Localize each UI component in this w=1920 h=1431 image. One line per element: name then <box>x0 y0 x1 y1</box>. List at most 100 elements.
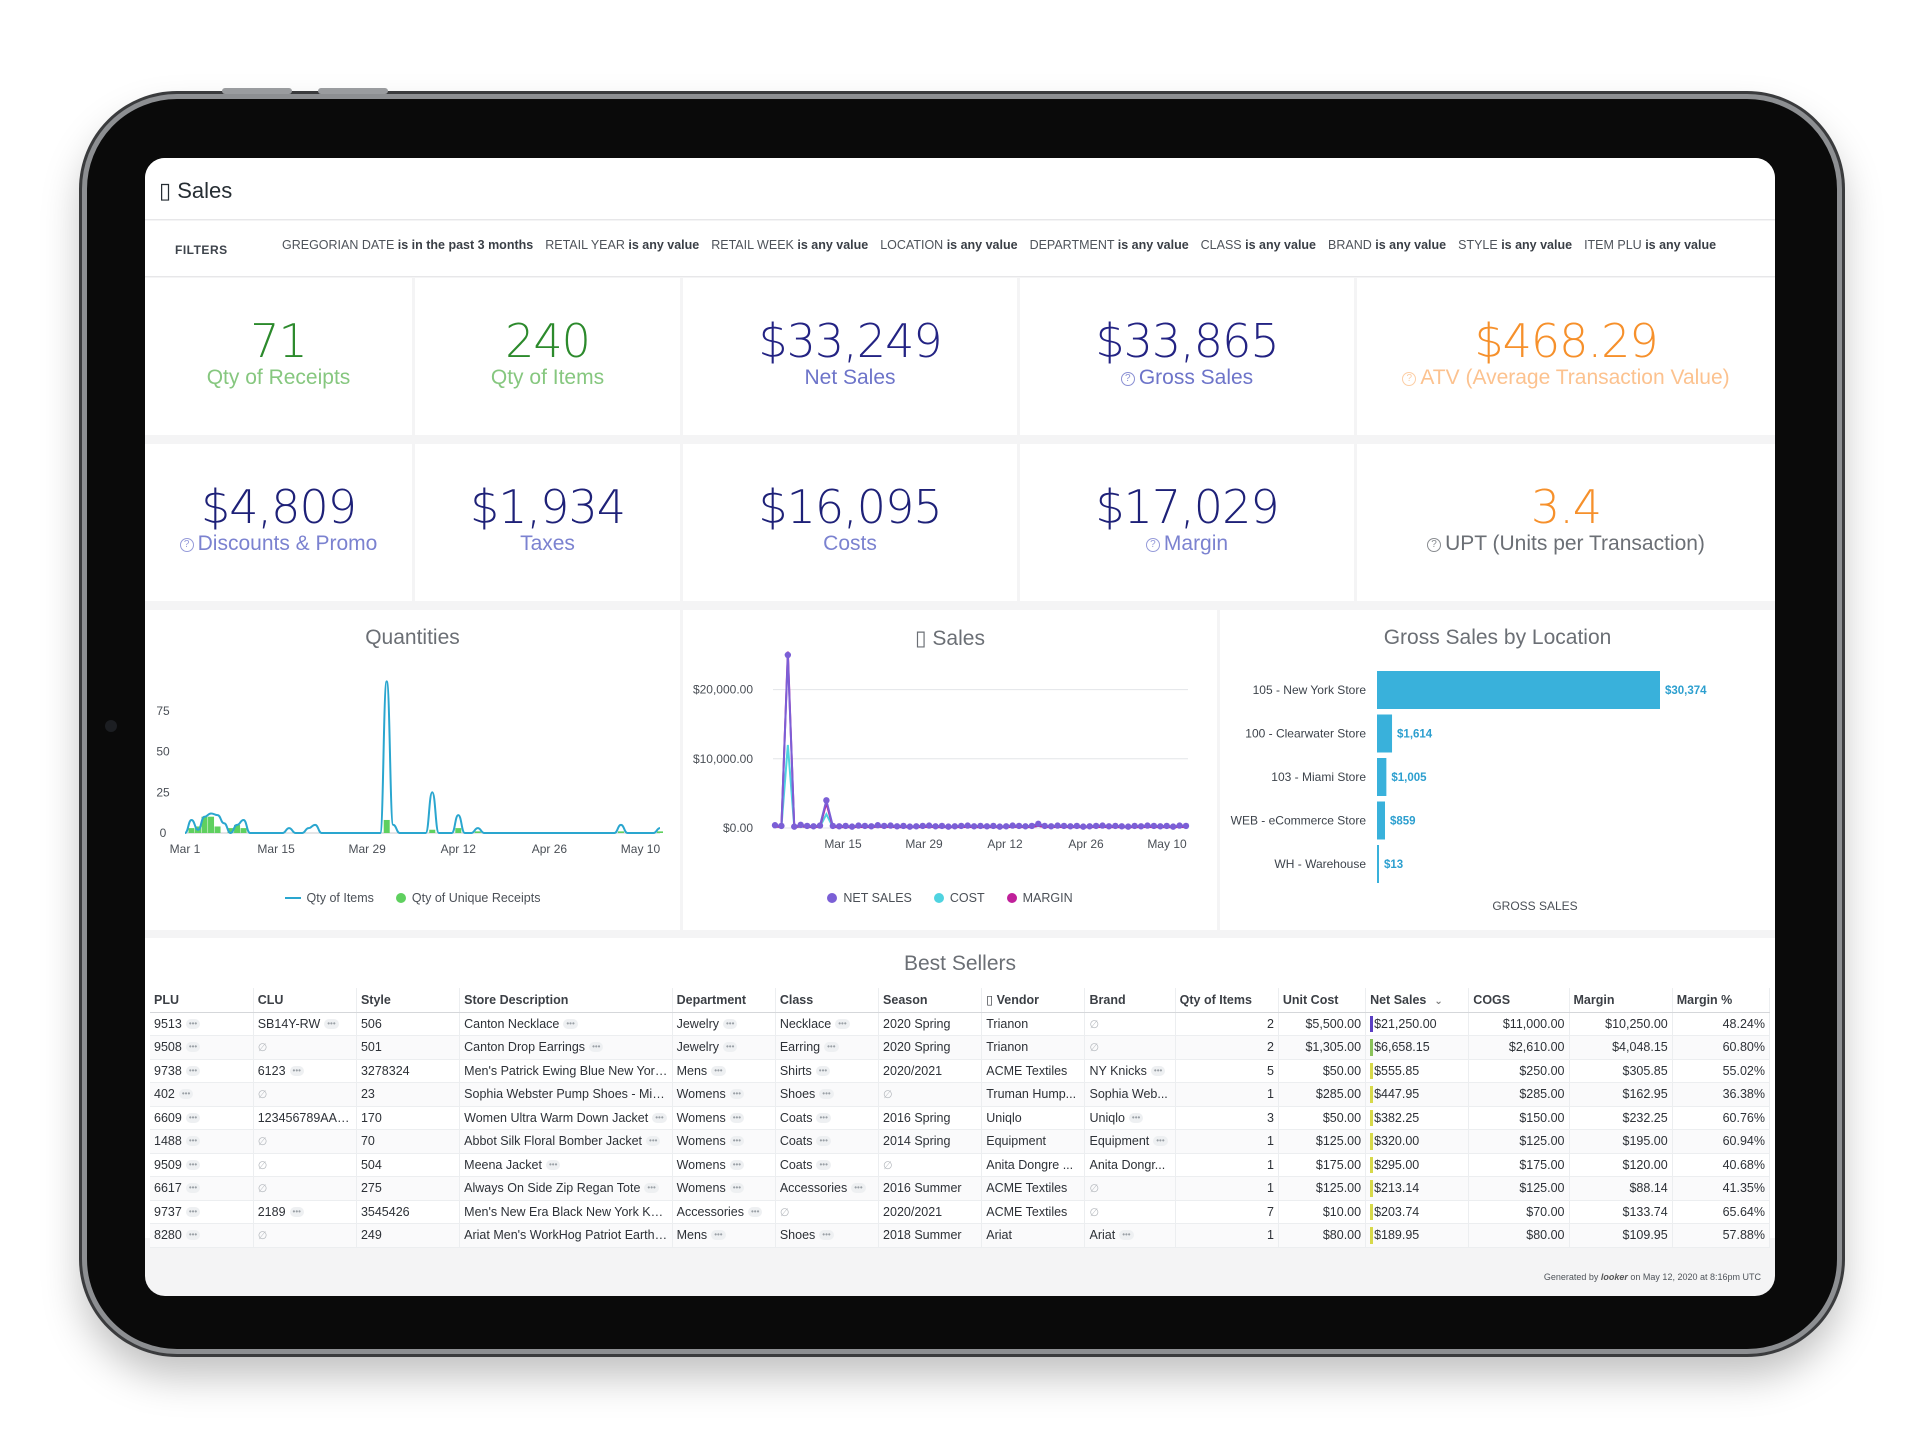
table-cell[interactable]: Sophia Webster Pump Shoes - Mix...••• <box>459 1082 673 1107</box>
table-cell[interactable]: 3278324 <box>356 1059 461 1083</box>
table-cell[interactable]: Earring ••• <box>775 1035 880 1060</box>
more-dots-icon[interactable]: ••• <box>835 1018 850 1029</box>
table-cell[interactable]: 2016 Summer <box>878 1176 983 1201</box>
table-cell[interactable]: 2020 Spring <box>878 1035 983 1060</box>
more-dots-icon[interactable]: ••• <box>1150 1065 1166 1076</box>
more-dots-icon[interactable]: ••• <box>185 1230 201 1241</box>
more-dots-icon[interactable]: ••• <box>729 1112 745 1123</box>
table-cell[interactable]: 1 <box>1175 1153 1279 1177</box>
table-cell[interactable]: ∅ <box>878 1153 983 1177</box>
table-cell[interactable]: 60.94% <box>1672 1129 1771 1154</box>
table-cell[interactable]: $295.00 <box>1365 1153 1470 1177</box>
table-cell[interactable]: $555.85 <box>1365 1059 1470 1083</box>
table-cell[interactable]: $5,500.00 <box>1278 1012 1367 1036</box>
table-cell[interactable]: 1488 ••• <box>150 1129 254 1154</box>
more-dots-icon[interactable]: ••• <box>289 1206 304 1217</box>
table-cell[interactable]: $125.00 <box>1468 1129 1570 1154</box>
table-cell[interactable]: 5 <box>1175 1059 1279 1083</box>
table-cell[interactable]: Canton Necklace ••• <box>459 1012 673 1036</box>
table-cell[interactable]: $10,250.00 <box>1569 1012 1673 1036</box>
table-cell[interactable]: Womens ••• <box>672 1129 776 1154</box>
table-row[interactable]: 9509 ••• ∅ 504 Meena Jacket ••• Womens ••• Coats… <box>150 1153 1771 1177</box>
table-cell[interactable]: Coats ••• <box>775 1106 880 1130</box>
column-header[interactable]: Season <box>878 988 983 1013</box>
more-dots-icon[interactable]: ••• <box>185 1159 201 1170</box>
table-cell[interactable]: ∅ <box>1084 1035 1176 1060</box>
more-dots-icon[interactable]: ••• <box>563 1018 578 1029</box>
table-row[interactable]: 402 ••• ∅ 23 Sophia Webster Pump Shoes - Mix… <box>150 1082 1771 1107</box>
table-cell[interactable]: 2 <box>1175 1035 1279 1060</box>
more-dots-icon[interactable]: ••• <box>652 1112 667 1123</box>
table-cell[interactable]: Ariat <box>981 1223 1086 1248</box>
table-cell[interactable]: SB14Y-RW ••• <box>253 1012 357 1036</box>
help-circle-icon[interactable]: ? <box>179 538 194 552</box>
more-dots-icon[interactable]: ••• <box>185 1183 201 1194</box>
table-cell[interactable]: $109.95 <box>1569 1223 1673 1248</box>
table-cell[interactable]: 1 <box>1175 1223 1279 1248</box>
more-dots-icon[interactable]: ••• <box>185 1042 201 1053</box>
table-cell[interactable]: 6123 ••• <box>253 1059 357 1083</box>
filter-chip[interactable]: CLASS is any value <box>1201 238 1316 252</box>
table-cell[interactable]: 60.80% <box>1672 1035 1771 1060</box>
table-cell[interactable]: Women Ultra Warm Down Jacket ••• <box>459 1106 673 1130</box>
table-cell[interactable]: 501 <box>356 1035 461 1060</box>
table-cell[interactable]: Mens ••• <box>672 1059 776 1083</box>
kpi-items[interactable]: 240 Qty of Items <box>415 278 680 435</box>
table-cell[interactable]: $447.95 <box>1365 1082 1470 1107</box>
table-cell[interactable]: $189.95 <box>1365 1223 1470 1248</box>
table-cell[interactable]: Ariat Men's WorkHog Patriot Earth...••• <box>459 1223 673 1248</box>
help-circle-icon[interactable]: ? <box>1120 372 1135 386</box>
table-cell[interactable]: $88.14 <box>1569 1176 1673 1201</box>
table-cell[interactable]: $195.00 <box>1569 1129 1673 1154</box>
column-header[interactable]: Brand <box>1084 988 1176 1013</box>
help-circle-icon[interactable]: ? <box>1427 538 1442 552</box>
table-cell[interactable]: 9738 ••• <box>150 1059 254 1083</box>
filter-chip[interactable]: RETAIL YEAR is any value <box>545 238 699 252</box>
table-cell[interactable]: Womens ••• <box>672 1106 776 1130</box>
table-cell[interactable]: 57.88% <box>1672 1223 1771 1248</box>
table-cell[interactable]: Coats ••• <box>775 1153 880 1177</box>
table-cell[interactable]: Jewelry ••• <box>672 1012 776 1036</box>
table-cell[interactable]: 65.64% <box>1672 1200 1771 1224</box>
table-cell[interactable]: $80.00 <box>1468 1223 1570 1248</box>
table-cell[interactable]: ∅ <box>253 1153 357 1177</box>
kpi-gross-sales[interactable]: $33,865 ? Gross Sales <box>1020 278 1354 435</box>
table-cell[interactable]: Shoes ••• <box>775 1082 880 1107</box>
filter-chip[interactable]: GREGORIAN DATE is in the past 3 months <box>282 238 533 252</box>
legend-item-margin[interactable]: MARGIN <box>1006 891 1073 905</box>
table-cell[interactable]: ∅ <box>253 1082 357 1107</box>
table-cell[interactable]: 2189 ••• <box>253 1200 357 1224</box>
filter-chip[interactable]: RETAIL WEEK is any value <box>711 238 868 252</box>
table-cell[interactable]: $133.74 <box>1569 1200 1673 1224</box>
table-cell[interactable]: Accessories ••• <box>775 1176 880 1201</box>
table-cell[interactable]: $305.85 <box>1569 1059 1673 1083</box>
table-cell[interactable]: $2,610.00 <box>1468 1035 1570 1060</box>
table-cell[interactable]: NY Knicks ••• <box>1084 1059 1176 1083</box>
table-row[interactable]: 9738 ••• 6123 ••• 3278324 Men's Patrick Ewing… <box>150 1059 1771 1083</box>
table-cell[interactable]: Uniqlo <box>981 1106 1086 1130</box>
table-cell[interactable]: 3545426 <box>356 1200 461 1224</box>
table-cell[interactable]: ∅ <box>1084 1200 1176 1224</box>
table-cell[interactable]: 9513 ••• <box>150 1012 254 1036</box>
table-cell[interactable]: Always On Side Zip Regan Tote ••• <box>459 1176 673 1201</box>
more-dots-icon[interactable]: ••• <box>819 1230 834 1241</box>
table-cell[interactable]: 3 <box>1175 1106 1279 1130</box>
table-cell[interactable]: $125.00 <box>1278 1176 1367 1201</box>
more-dots-icon[interactable]: ••• <box>644 1183 659 1194</box>
table-cell[interactable]: 36.38% <box>1672 1082 1771 1107</box>
table-cell[interactable]: $285.00 <box>1278 1082 1367 1107</box>
table-cell[interactable]: Shoes ••• <box>775 1223 880 1248</box>
more-dots-icon[interactable]: ••• <box>185 1065 201 1076</box>
more-dots-icon[interactable]: ••• <box>185 1136 201 1147</box>
table-cell[interactable]: 23 <box>356 1082 461 1107</box>
table-cell[interactable]: $125.00 <box>1278 1129 1367 1154</box>
more-dots-icon[interactable]: ••• <box>819 1089 834 1100</box>
filter-chip[interactable]: DEPARTMENT is any value <box>1030 238 1189 252</box>
table-cell[interactable]: Accessories ••• <box>672 1200 776 1224</box>
table-cell[interactable]: ACME Textiles <box>981 1176 1086 1201</box>
table-cell[interactable]: Shirts ••• <box>775 1059 880 1083</box>
more-dots-icon[interactable]: ••• <box>816 1159 831 1170</box>
table-cell[interactable]: $213.14 <box>1365 1176 1470 1201</box>
more-dots-icon[interactable]: ••• <box>545 1159 561 1170</box>
table-cell[interactable]: 40.68% <box>1672 1153 1771 1177</box>
